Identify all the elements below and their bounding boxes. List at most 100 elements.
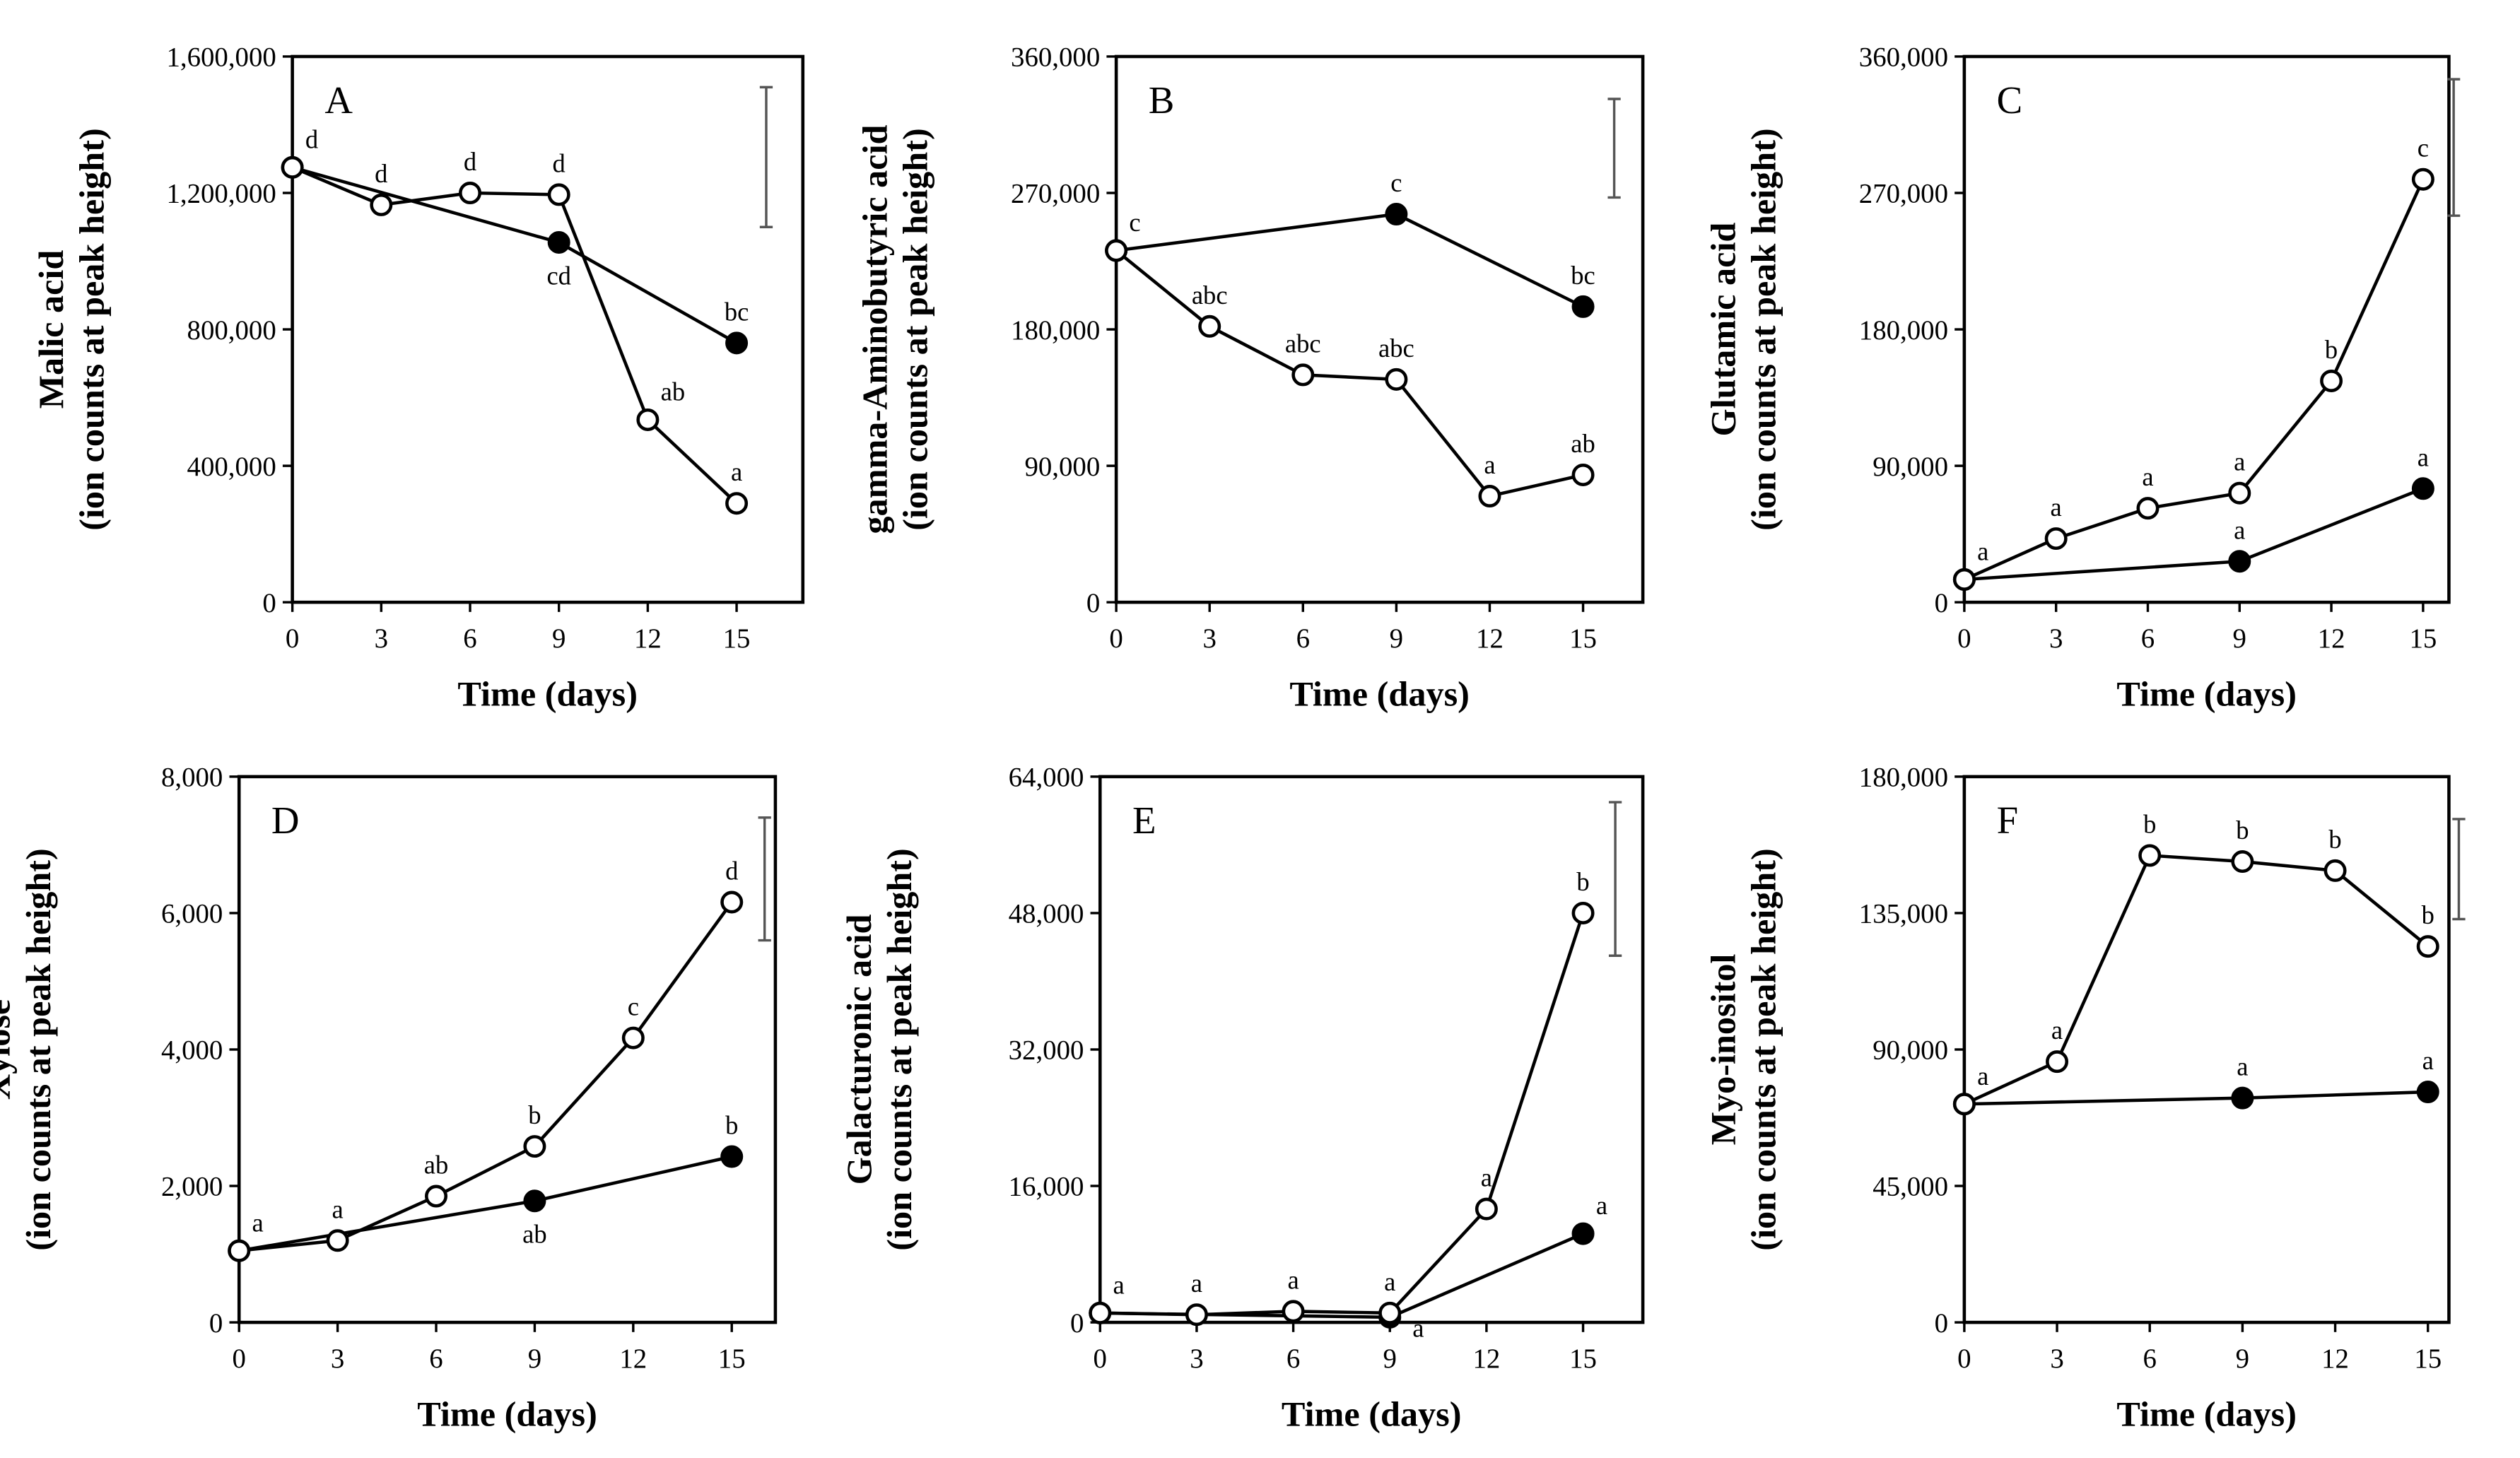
data-point-filled: [2416, 1081, 2439, 1104]
significance-label: a: [332, 1194, 344, 1223]
x-tick-label: 6: [1296, 623, 1310, 654]
data-point-filled: [1571, 295, 1595, 318]
significance-label: abc: [1285, 329, 1321, 358]
y-tick-label: 0: [1070, 1308, 1084, 1339]
panel-letter: E: [1132, 799, 1156, 842]
y-axis-label-units: (ion counts at peak height): [1743, 848, 1783, 1250]
panel-letter: F: [1997, 799, 2019, 842]
data-point-open: [1185, 1303, 1208, 1327]
data-point-filled: [547, 230, 570, 254]
significance-label: a: [1977, 1062, 1988, 1090]
significance-label: cd: [546, 261, 571, 290]
data-point-open: [636, 408, 660, 431]
y-axis-label-units: (ion counts at peak height): [879, 848, 919, 1250]
data-point-open: [2046, 1050, 2069, 1074]
significance-label: a: [2418, 442, 2429, 471]
y-tick-label: 270,000: [1011, 179, 1100, 209]
data-point-filled: [2231, 1086, 2254, 1110]
panel-E: 0 16,000 32,000 48,000 64,000 0 3 6 9 12 15 Time (d…: [839, 763, 1645, 1433]
data-point-filled: [725, 331, 749, 355]
data-point-open: [720, 890, 744, 914]
data-point-filled: [2228, 550, 2251, 573]
data-point-open: [1089, 1301, 1112, 1324]
y-axis-label-units: (ion counts at peak height): [18, 848, 58, 1250]
significance-label: b: [2325, 335, 2338, 364]
y-tick-label: 0: [1086, 588, 1100, 618]
x-tick-label: 3: [2049, 623, 2063, 654]
x-tick-label: 3: [331, 1344, 344, 1374]
series-line-filled: [1100, 1232, 1584, 1319]
y-axis-label: Galacturonic acid: [839, 915, 879, 1185]
data-point-open: [1478, 485, 1501, 508]
x-tick-label: 12: [2321, 1344, 2349, 1374]
significance-label: a: [1596, 1191, 1607, 1220]
y-tick-label: 4,000: [161, 1035, 223, 1066]
x-tick-label: 0: [1094, 1344, 1107, 1374]
significance-label: b: [725, 1111, 738, 1140]
x-axis-label: Time (days): [417, 1394, 597, 1433]
data-point-open: [1952, 568, 1976, 591]
panel-C: 0 90,000 180,000 270,000 360,000 0 3 6 9 12 15 Time…: [1703, 42, 2461, 713]
data-point-filled: [720, 1145, 744, 1168]
data-point-open: [1198, 314, 1221, 338]
data-point-filled: [1385, 203, 1408, 226]
y-tick-label: 180,000: [1859, 315, 1948, 346]
series-line-filled: [1115, 212, 1584, 308]
y-tick-label: 6,000: [161, 899, 223, 929]
data-point-open: [1952, 1093, 1976, 1116]
significance-label: a: [731, 457, 742, 486]
x-tick-label: 0: [1109, 623, 1123, 654]
panel-D: 0 2,000 4,000 6,000 8,000 0 3 6 9 12 15 Time (days)…: [0, 763, 778, 1433]
plot-frame: [237, 775, 778, 1324]
significance-label: c: [628, 992, 639, 1021]
x-tick-label: 15: [723, 623, 751, 654]
y-tick-label: 360,000: [1859, 42, 1948, 73]
y-axis-label-units: (ion counts at peak height): [71, 128, 111, 530]
significance-label: a: [252, 1208, 264, 1237]
significance-label: b: [2328, 825, 2341, 854]
data-point-filled: [523, 1189, 546, 1213]
data-point-filled: [1571, 1222, 1595, 1245]
x-tick-label: 12: [2318, 623, 2345, 654]
significance-label: ab: [661, 377, 686, 406]
data-point-open: [1571, 463, 1595, 486]
plot-frame: [291, 54, 805, 604]
significance-label: a: [1191, 1269, 1202, 1298]
significance-label: a: [1481, 1163, 1492, 1192]
data-point-open: [228, 1239, 251, 1262]
significance-label: a: [1977, 537, 1988, 566]
panel-letter: C: [1997, 78, 2023, 122]
y-tick-label: 90,000: [1873, 452, 1948, 482]
significance-label: d: [305, 124, 318, 153]
data-point-open: [1475, 1197, 1498, 1221]
x-axis-label: Time (days): [1289, 674, 1470, 713]
data-point-open: [1105, 239, 1128, 262]
x-axis-label: Time (days): [2116, 674, 2297, 713]
significance-label: abc: [1192, 281, 1228, 310]
x-axis-label: Time (days): [2116, 1394, 2297, 1433]
y-tick-label: 64,000: [1009, 763, 1084, 793]
y-axis-label-units: (ion counts at peak height): [896, 128, 935, 530]
significance-label: bc: [725, 297, 749, 326]
x-tick-label: 6: [1287, 1344, 1300, 1374]
y-tick-label: 0: [209, 1308, 223, 1339]
significance-label: ab: [522, 1220, 547, 1249]
significance-label: a: [2422, 1046, 2434, 1075]
y-tick-label: 1,600,000: [166, 42, 276, 73]
y-tick-label: 0: [262, 588, 276, 618]
data-point-open: [2411, 167, 2434, 191]
series-line-open: [1100, 912, 1585, 1317]
y-tick-label: 48,000: [1009, 899, 1084, 929]
data-point-open: [1282, 1300, 1305, 1323]
data-point-open: [621, 1026, 645, 1050]
series-line-open: [1963, 854, 2430, 1106]
significance-label: a: [2234, 515, 2245, 544]
x-tick-label: 15: [718, 1344, 746, 1374]
data-point-open: [425, 1184, 448, 1208]
significance-label: c: [1129, 208, 1140, 237]
plot-frame: [1114, 54, 1645, 604]
x-tick-label: 3: [375, 623, 388, 654]
significance-label: d: [464, 147, 476, 176]
x-tick-label: 3: [1202, 623, 1216, 654]
